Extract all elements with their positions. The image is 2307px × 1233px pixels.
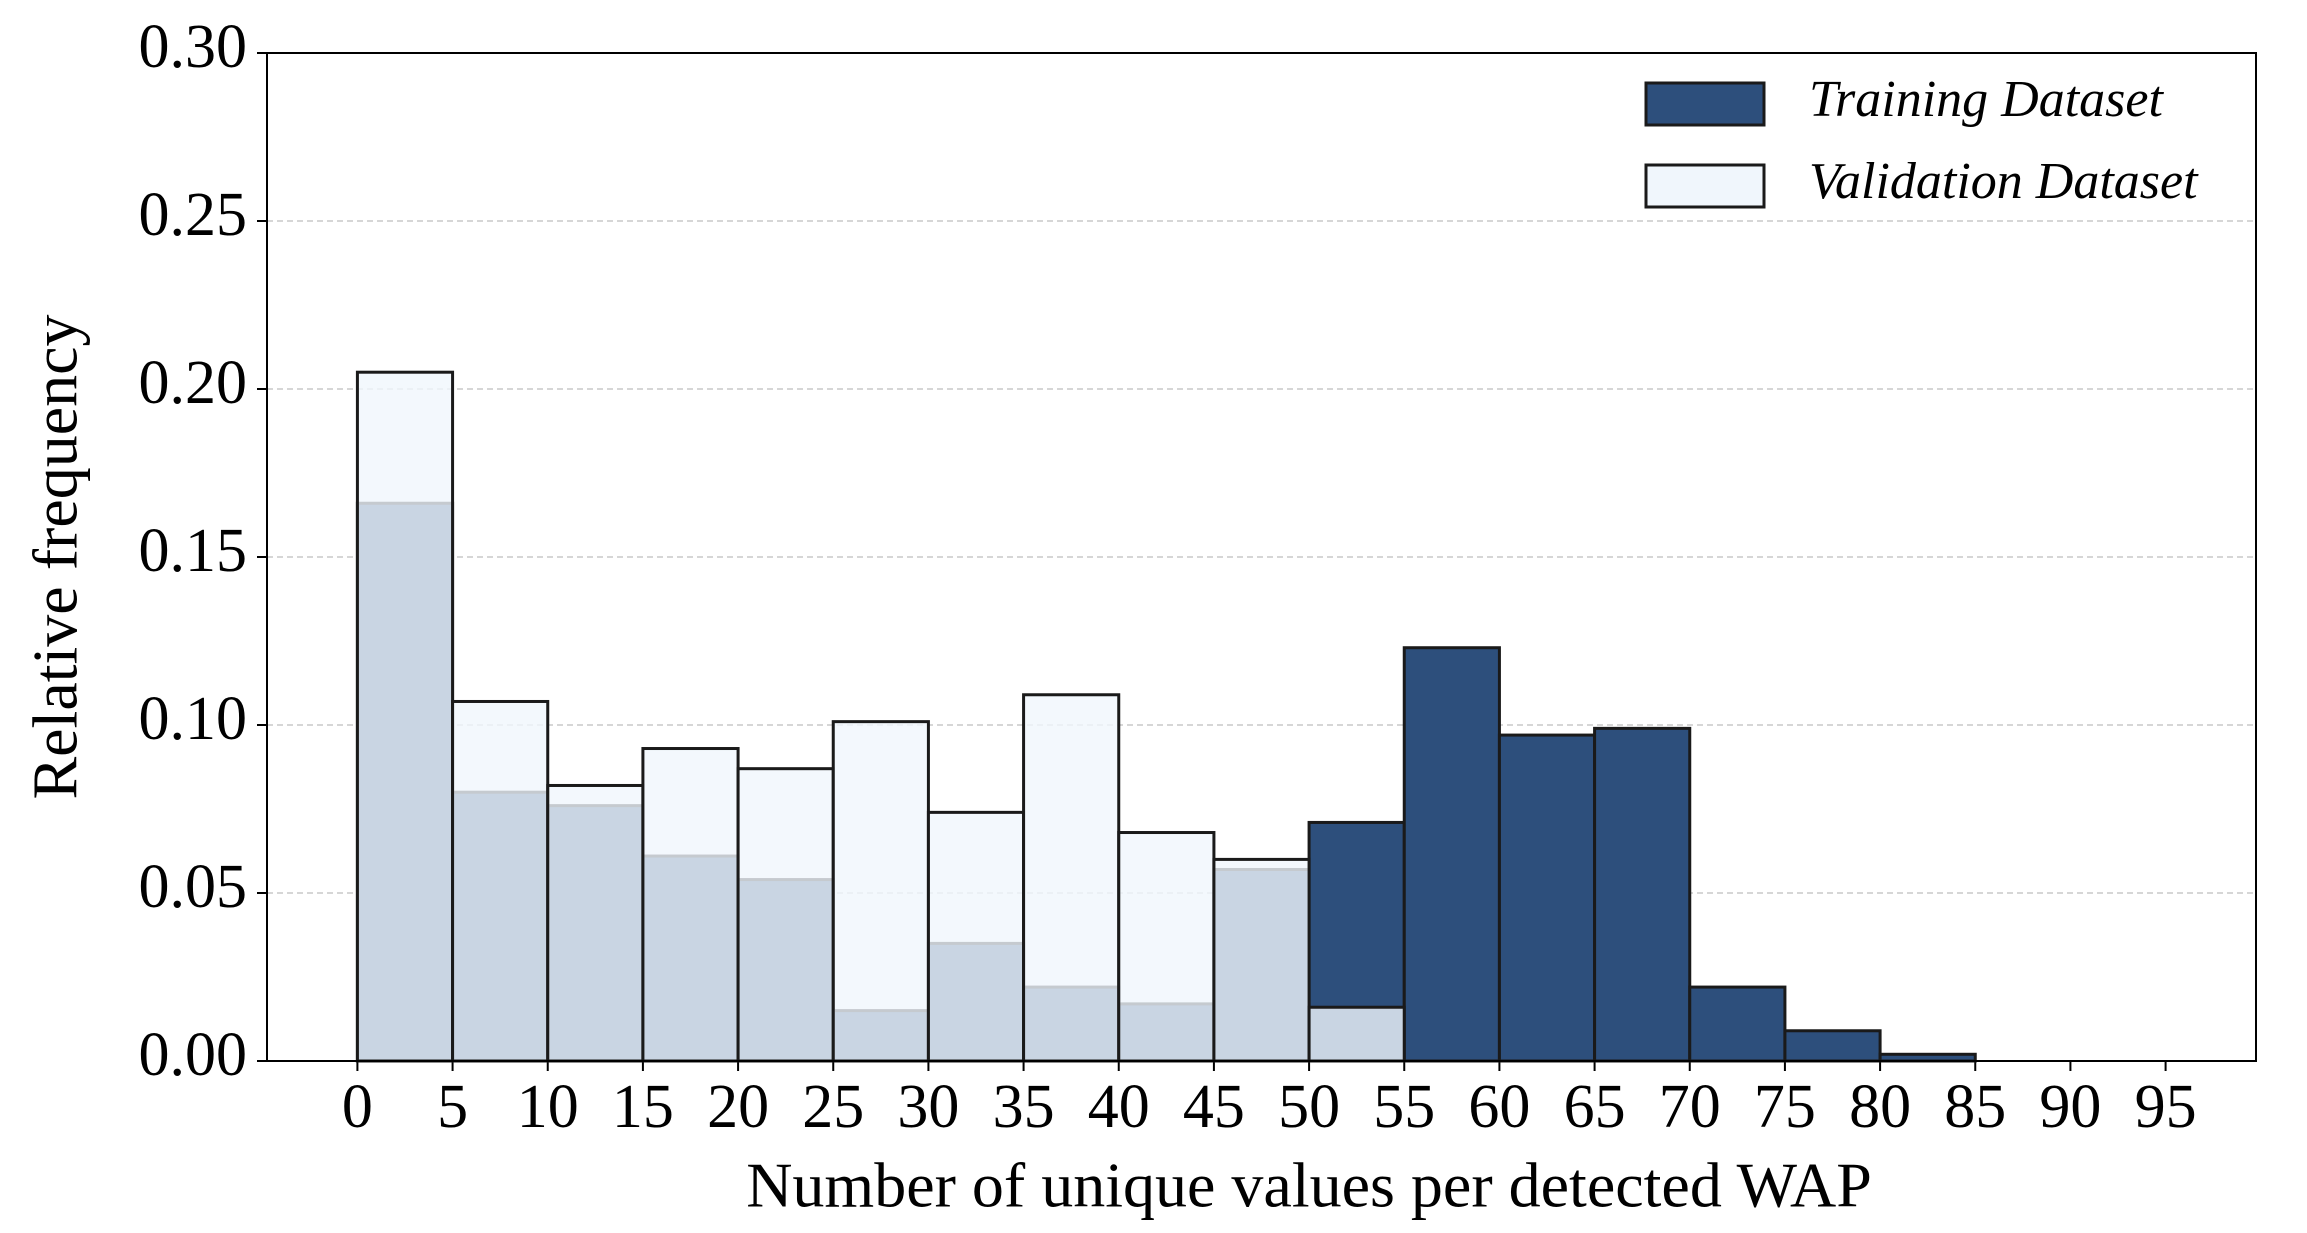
bar bbox=[641, 747, 740, 1063]
x-tick-label: 95 bbox=[2135, 1073, 2197, 1141]
y-tick-label: 0.10 bbox=[139, 685, 248, 753]
x-tick-label: 40 bbox=[1088, 1073, 1150, 1141]
x-tick-label: 50 bbox=[1278, 1073, 1340, 1141]
bar bbox=[1593, 726, 1692, 1063]
y-tick-label: 0.20 bbox=[139, 349, 248, 417]
y-tick-label: 0.30 bbox=[139, 13, 248, 81]
bar bbox=[1117, 831, 1216, 1063]
x-tick-label: 85 bbox=[1944, 1073, 2006, 1141]
bar bbox=[736, 767, 835, 1063]
x-tick-label: 5 bbox=[437, 1073, 468, 1141]
bar bbox=[926, 810, 1026, 1063]
y-tick-label: 0.05 bbox=[139, 853, 248, 921]
bar bbox=[355, 370, 455, 1063]
x-tick-label: 45 bbox=[1183, 1073, 1245, 1141]
y-tick-label: 0.00 bbox=[139, 1021, 248, 1089]
legend-label: Validation Dataset bbox=[1809, 153, 2199, 210]
x-tick-label: 90 bbox=[2039, 1073, 2101, 1141]
x-tick-label: 0 bbox=[342, 1073, 373, 1141]
x-tick-label: 15 bbox=[612, 1073, 674, 1141]
x-tick-label: 35 bbox=[993, 1073, 1055, 1141]
x-tick-label: 10 bbox=[517, 1073, 579, 1141]
bar bbox=[1783, 1029, 1882, 1063]
y-tick-label: 0.25 bbox=[139, 181, 248, 249]
bar bbox=[831, 720, 930, 1063]
plot-frame bbox=[266, 52, 2257, 1062]
bar bbox=[1307, 1005, 1406, 1063]
bar bbox=[546, 783, 645, 1063]
legend-label: Training Dataset bbox=[1809, 71, 2164, 128]
x-tick-label: 60 bbox=[1468, 1073, 1530, 1141]
bar bbox=[1212, 857, 1311, 1063]
y-tick-label: 0.15 bbox=[139, 517, 248, 585]
x-tick-label: 70 bbox=[1659, 1073, 1721, 1141]
x-tick-label: 20 bbox=[707, 1073, 769, 1141]
x-tick-label: 65 bbox=[1564, 1073, 1626, 1141]
legend-swatch bbox=[1644, 81, 1766, 127]
x-tick-label: 55 bbox=[1373, 1073, 1435, 1141]
bar bbox=[1022, 693, 1121, 1063]
x-axis-label: Number of unique values per detected WAP bbox=[746, 1150, 1872, 1221]
y-axis-label: Relative frequency bbox=[20, 314, 91, 799]
x-tick-label: 75 bbox=[1754, 1073, 1816, 1141]
bar bbox=[451, 699, 550, 1063]
x-tick-label: 80 bbox=[1849, 1073, 1911, 1141]
bar bbox=[1497, 733, 1597, 1063]
legend-swatch bbox=[1644, 163, 1766, 209]
x-tick-label: 30 bbox=[897, 1073, 959, 1141]
bar bbox=[1402, 646, 1501, 1063]
bar bbox=[1688, 985, 1787, 1063]
bar bbox=[1878, 1052, 1977, 1063]
x-tick-label: 25 bbox=[802, 1073, 864, 1141]
